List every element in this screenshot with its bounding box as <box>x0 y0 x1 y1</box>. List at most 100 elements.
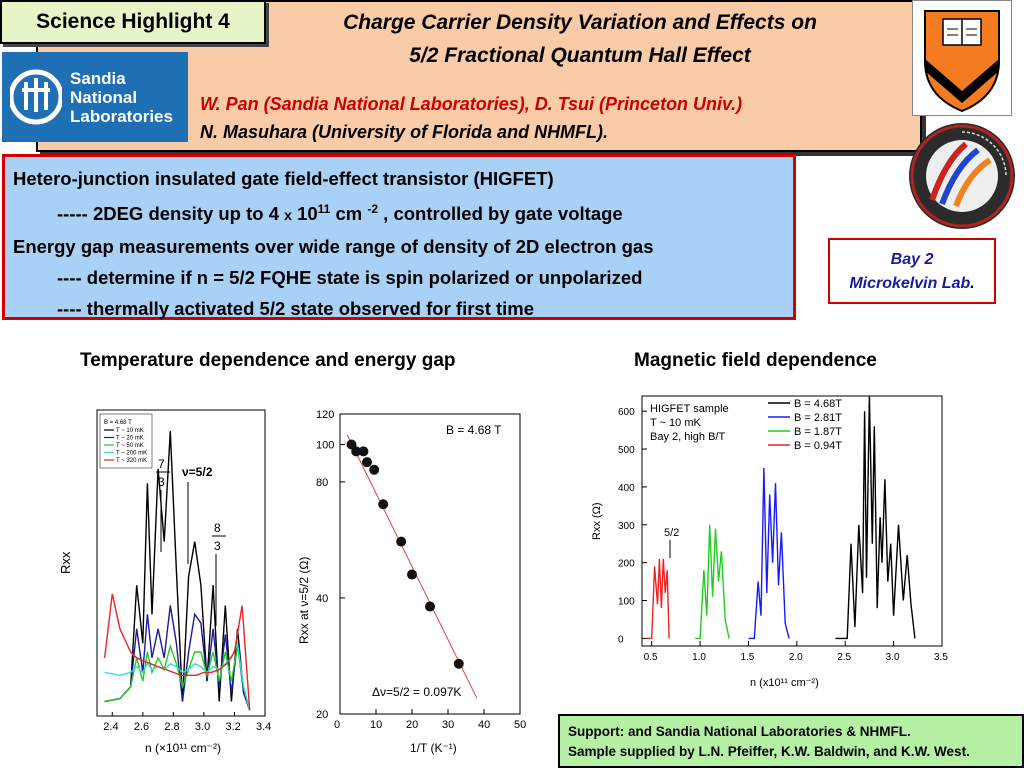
chart3-annot-52: 5/2 <box>664 527 679 539</box>
chart1-xtick-3: 3.0 <box>195 721 210 733</box>
chart2-point-4 <box>369 464 380 475</box>
summary-box: Hetero-junction insulated gate field-eff… <box>2 154 796 320</box>
chart2-xtick-4: 40 <box>478 719 490 731</box>
summary-line-2-num: 10 <box>291 203 318 225</box>
princeton-shield-logo <box>912 0 1012 116</box>
chart3-xtick-2: 1.5 <box>740 652 754 663</box>
chart2-xtick-3: 30 <box>442 719 454 731</box>
left-section-title: Temperature dependence and energy gap <box>80 350 456 371</box>
sandia-thunderbird-icon <box>10 69 62 125</box>
chart2-point-6 <box>396 536 407 547</box>
chart2-point-1 <box>351 446 362 457</box>
chart1-series-4 <box>103 593 251 711</box>
chart3-xlabel: n (x10¹¹ cm⁻²) <box>750 677 819 689</box>
summary-line-1: Hetero-junction insulated gate field-eff… <box>13 168 554 189</box>
chart1-xtick-5: 3.4 <box>256 721 271 733</box>
chart2-point-3 <box>362 457 372 468</box>
support-line-2: Sample supplied by L.N. Pfeiffer, K.W. B… <box>568 744 970 759</box>
chart2-title: B = 4.68 T <box>446 423 502 437</box>
chart1-annot-7: 7 <box>158 457 165 471</box>
summary-line-2-post: , controlled by gate voltage <box>378 203 623 225</box>
right-section-title: Magnetic field dependence <box>634 350 877 371</box>
chart3-xtick-6: 3.5 <box>934 652 948 663</box>
summary-line-2-exp1: 11 <box>317 202 331 216</box>
chart3-legend-0: B = 4.68T <box>794 398 842 410</box>
chart1-xlabel: n (×10¹¹ cm⁻²) <box>145 741 221 755</box>
authors-line-2: N. Masuhara (University of Florida and N… <box>200 122 609 142</box>
chart2-ytick-3: 100 <box>316 440 334 452</box>
summary-line-2-pre: ----- 2DEG density up to 4 <box>57 203 285 225</box>
chart1-xtick-4: 3.2 <box>225 721 240 733</box>
summary-line-4: ---- determine if n = 5/2 FQHE state is … <box>57 267 643 289</box>
chart2-annotation: Δν=5/2 = 0.097K <box>372 685 461 699</box>
chart2-xtick-1: 10 <box>370 719 382 731</box>
support-line-1: Support: and Sandia National Laboratorie… <box>568 724 911 739</box>
chart2-xtick-2: 20 <box>406 719 418 731</box>
chart2-xtick-0: 0 <box>334 719 340 731</box>
chart1-legend-2: T ~ 20 mK <box>116 436 144 442</box>
sandia-logo: Sandia National Laboratories <box>2 52 188 142</box>
bay-label-box: Bay 2 Microkelvin Lab. <box>828 238 996 304</box>
chart1-xtick-0: 2.4 <box>103 721 118 733</box>
chart1-series-1 <box>104 605 251 711</box>
chart3-xtick-1: 1.0 <box>692 652 706 663</box>
summary-line-3: Energy gap measurements over wide range … <box>13 236 654 258</box>
chart1-legend-1: T ~ 10 mK <box>116 428 144 434</box>
chart3-xtick-5: 3.0 <box>886 652 900 663</box>
chart3-ytick-4: 400 <box>618 483 635 494</box>
chart3-ytick-2: 200 <box>618 559 635 570</box>
summary-line-2-mid: cm <box>330 203 368 225</box>
chart3-legend-2: B = 1.87T <box>794 426 842 438</box>
science-highlight-tag: Science Highlight 4 <box>0 0 266 44</box>
chart1-xtick-1: 2.6 <box>134 721 149 733</box>
sandia-line-2: National <box>70 87 138 107</box>
summary-line-5: ---- thermally activated 5/2 state obser… <box>57 298 535 320</box>
chart3-legend-3: B = 0.94T <box>794 440 842 452</box>
chart3-info-1: HIGFET sample <box>650 403 729 415</box>
sandia-line-3: Laboratories <box>70 106 173 126</box>
support-box: Support: and Sandia National Laboratorie… <box>558 714 1024 768</box>
chart2-ytick-0: 20 <box>316 709 328 721</box>
chart3-legend-1: B = 2.81T <box>794 412 842 424</box>
authors-line-1: W. Pan (Sandia National Laboratories), D… <box>200 94 743 114</box>
chart2-point-7 <box>407 569 417 580</box>
chart1-xtick-2: 2.8 <box>164 721 179 733</box>
chart2-point-5 <box>378 499 389 510</box>
chart2-xtick-5: 50 <box>514 719 526 731</box>
chart3-ytick-5: 500 <box>618 445 635 456</box>
chart3-ylabel: Rxx (Ω) <box>591 502 603 540</box>
chart3-xtick-3: 2.0 <box>789 652 803 663</box>
chart3-ytick-6: 600 <box>618 407 635 418</box>
chart2-fit-line <box>346 434 478 699</box>
summary-line-2-x: x <box>284 207 292 224</box>
chart1-legend-0: B = 4.68 T <box>104 420 132 426</box>
chart2-point-2 <box>358 446 369 457</box>
chart3-series-3 <box>646 558 670 640</box>
chart1-annot-3b: 3 <box>214 539 221 553</box>
chart2-point-8 <box>425 601 435 612</box>
title-line-1: Charge Carrier Density Variation and Eff… <box>343 11 817 34</box>
chart3-series-1 <box>748 467 790 640</box>
chart3-xtick-0: 0.5 <box>644 652 658 663</box>
nhmfl-seal-logo <box>906 120 1018 232</box>
chart1-legend-4: T ~ 200 mK <box>116 451 147 457</box>
chart2-ytick-2: 80 <box>316 477 328 489</box>
chart2-ytick-1: 40 <box>316 593 328 605</box>
authors: W. Pan (Sandia National Laboratories), D… <box>200 90 742 146</box>
chart2-ylabel: Rxx at ν=5/2 (Ω) <box>297 557 311 644</box>
chart3-xtick-4: 2.5 <box>837 652 851 663</box>
chart3-ytick-1: 100 <box>618 597 635 608</box>
title-line-2: 5/2 Fractional Quantum Hall Effect <box>409 44 751 67</box>
chart3-ytick-3: 300 <box>618 521 635 532</box>
bay-line-2: Microkelvin Lab. <box>830 272 994 296</box>
page-title: Charge Carrier Density Variation and Eff… <box>270 6 890 72</box>
chart-temperature: 2.4 2.6 2.8 3.0 3.2 3.4 Rxx n (×10¹¹ cm⁻²) B … <box>60 409 271 755</box>
summary-line-2-exp2: -2 <box>367 202 379 216</box>
chart1-annot-nu: ν=5/2 <box>182 465 213 479</box>
chart1-legend-box <box>99 413 153 469</box>
chart1-annot-8: 8 <box>214 521 221 535</box>
princeton-shield-icon <box>924 10 1000 113</box>
chart1-legend-5: T ~ 320 mK <box>116 458 147 464</box>
chart-energy-gap: 20 40 80 100 120 0 10 20 30 40 50 B = 4.68 T Δν=5… <box>297 409 526 755</box>
sandia-line-1: Sandia <box>70 68 126 88</box>
